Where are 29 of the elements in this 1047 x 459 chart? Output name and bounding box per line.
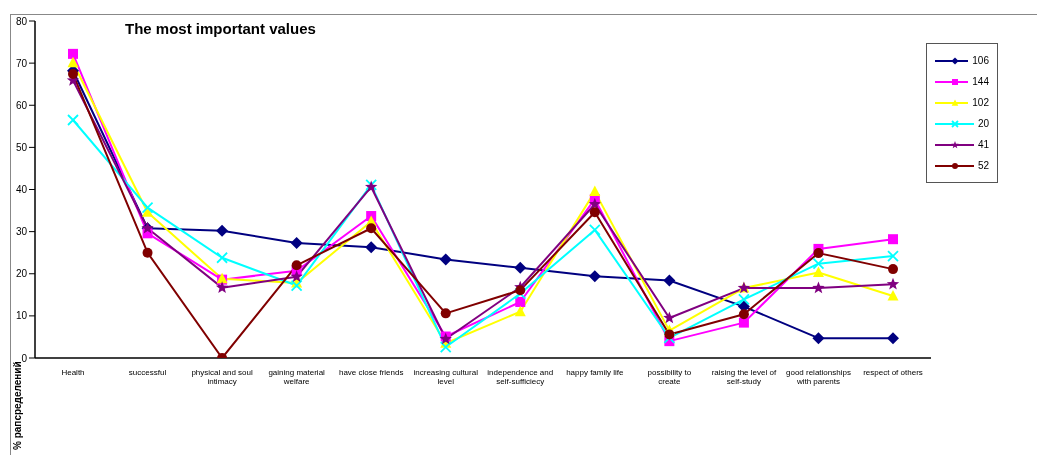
- x-tick-label: respect of others: [863, 368, 923, 377]
- x-tick-label: raising the level of self-study: [711, 368, 777, 386]
- x-tick-label: Health: [61, 368, 85, 377]
- y-tick-label: 40: [15, 184, 28, 196]
- x-tick-label: increasing cultural level: [413, 368, 479, 386]
- legend-label: 41: [977, 139, 989, 150]
- y-tick-label: 30: [15, 226, 28, 238]
- legend-label: 106: [972, 55, 989, 66]
- y-tick-label: 60: [15, 99, 28, 111]
- x-tick-label: happy family life: [566, 368, 625, 377]
- legend-label: 20: [977, 118, 989, 129]
- x-tick-label: good relationships with parents: [785, 368, 851, 386]
- x-tick-label: gaining material welfare: [268, 368, 326, 386]
- chart-title: The most important values: [125, 20, 316, 37]
- x-tick-label: independence and self-sufficiecy: [487, 368, 554, 386]
- y-tick-label: 10: [15, 310, 28, 322]
- y-tick-label: 80: [15, 15, 28, 27]
- legend-label: 52: [977, 160, 989, 171]
- y-tick-label: 20: [15, 268, 28, 280]
- y-axis-title: % рапсределений: [12, 361, 23, 450]
- x-tick-label: physical and soul intimacy: [191, 368, 253, 386]
- legend-label: 144: [972, 76, 989, 87]
- x-tick-label: successful: [128, 368, 167, 377]
- y-tick-label: 50: [15, 141, 28, 153]
- x-tick-label: possibility to create: [647, 368, 692, 386]
- legend-label: 102: [972, 97, 989, 108]
- y-tick-label: 0: [21, 352, 28, 364]
- x-tick-label: have close friends: [338, 368, 404, 377]
- y-tick-label: 70: [15, 57, 28, 69]
